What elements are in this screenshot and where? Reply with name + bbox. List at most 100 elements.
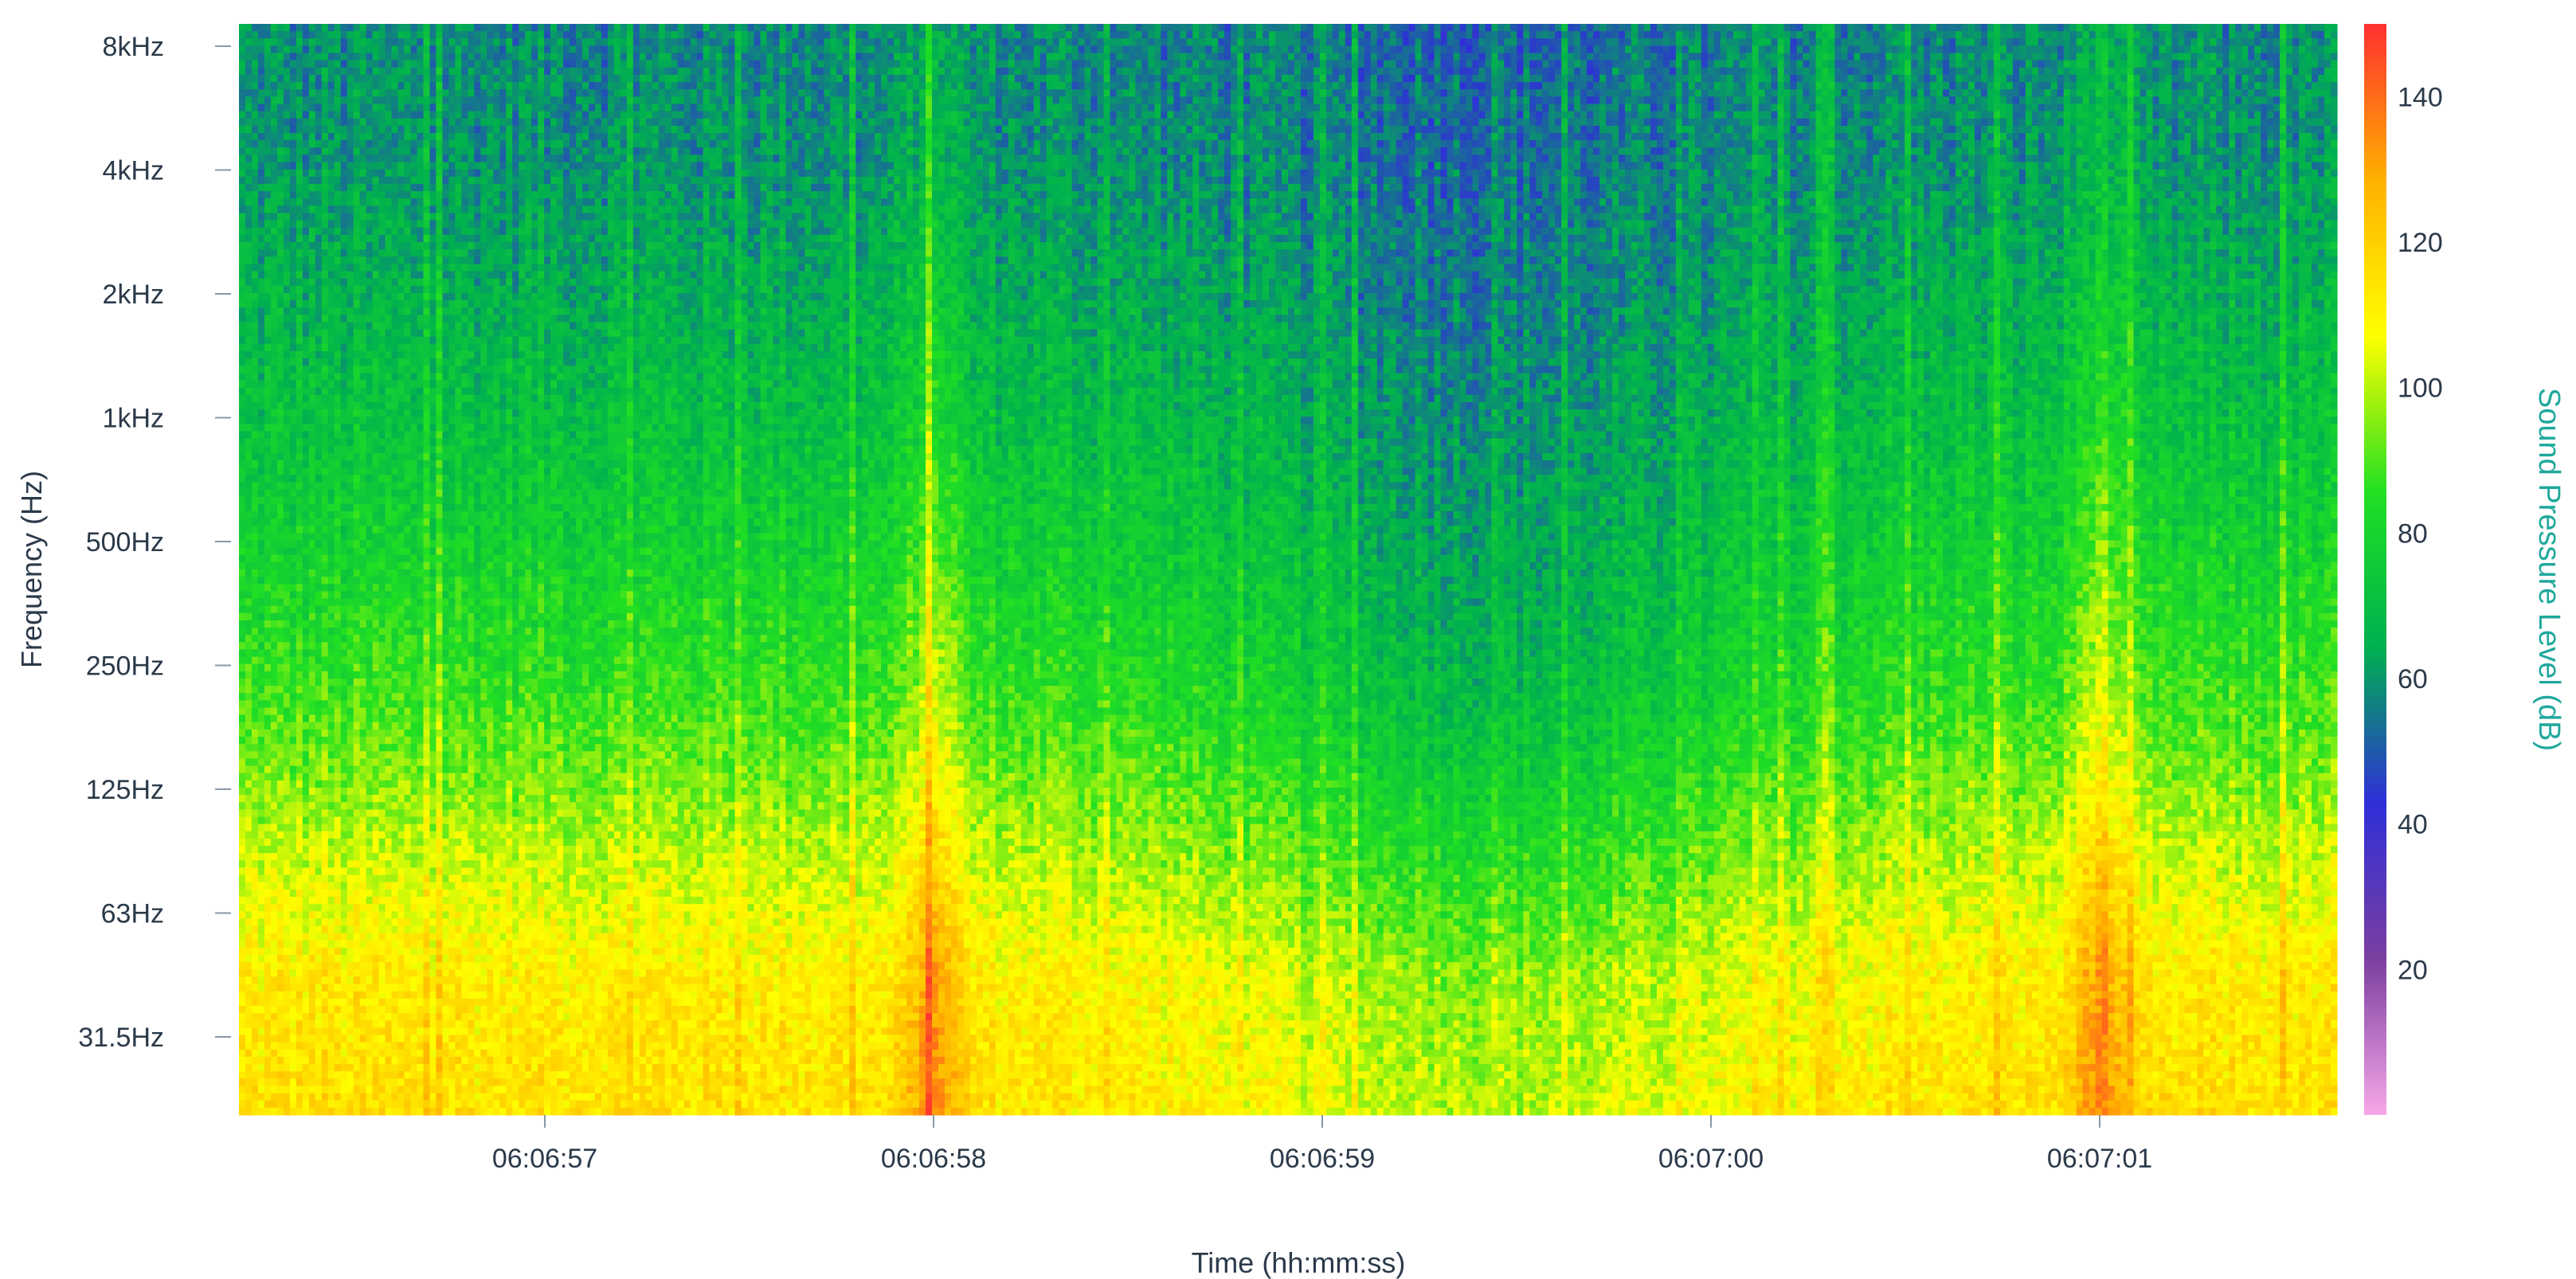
- heatmap-cell: [429, 198, 437, 206]
- heatmap-cell: [429, 628, 437, 636]
- heatmap-cell: [379, 875, 386, 883]
- heatmap-cell: [271, 162, 278, 170]
- heatmap-cell: [360, 628, 367, 636]
- heatmap-cell: [335, 599, 342, 607]
- heatmap-cell: [398, 351, 405, 359]
- heatmap-cell: [277, 984, 284, 992]
- heatmap-cell: [284, 439, 291, 447]
- heatmap-cell: [335, 61, 342, 68]
- heatmap-cell: [252, 366, 259, 374]
- heatmap-cell: [360, 533, 367, 541]
- heatmap-cell: [309, 170, 316, 178]
- heatmap-cell: [386, 162, 393, 170]
- heatmap-cell: [315, 700, 323, 708]
- heatmap-cell: [448, 344, 456, 352]
- heatmap-cell: [360, 89, 367, 97]
- heatmap-cell: [245, 104, 253, 111]
- heatmap-cell: [392, 1020, 399, 1028]
- heatmap-cell: [373, 31, 380, 39]
- heatmap-cell: [366, 1108, 374, 1116]
- heatmap-cell: [252, 140, 259, 148]
- heatmap-cell: [360, 1042, 367, 1050]
- heatmap-cell: [347, 439, 354, 447]
- heatmap-cell: [341, 439, 348, 447]
- heatmap-cell: [436, 45, 443, 53]
- heatmap-cell: [284, 620, 291, 628]
- heatmap-cell: [354, 417, 361, 424]
- heatmap-cell: [405, 351, 412, 359]
- heatmap-cell: [360, 402, 367, 410]
- heatmap-cell: [411, 133, 418, 141]
- heatmap-cell: [442, 497, 449, 505]
- heatmap-cell: [258, 649, 265, 657]
- heatmap-cell: [360, 737, 367, 745]
- heatmap-cell: [277, 955, 284, 963]
- heatmap-cell: [271, 890, 278, 898]
- heatmap-cell: [392, 584, 399, 592]
- heatmap-cell: [303, 1108, 310, 1116]
- heatmap-cell: [417, 976, 424, 984]
- heatmap-cell: [417, 140, 424, 148]
- heatmap-cell: [366, 409, 374, 417]
- heatmap-cell: [417, 460, 424, 468]
- heatmap-cell: [245, 228, 253, 236]
- heatmap-cell: [322, 460, 329, 468]
- heatmap-cell: [429, 708, 437, 716]
- heatmap-cell: [309, 1078, 316, 1086]
- heatmap-cell: [417, 177, 424, 185]
- heatmap-cell: [309, 780, 316, 788]
- heatmap-cell: [322, 490, 329, 498]
- heatmap-cell: [245, 599, 253, 607]
- heatmap-cell: [303, 911, 310, 919]
- heatmap-cell: [328, 264, 335, 272]
- heatmap-cell: [296, 154, 303, 162]
- heatmap-cell: [290, 511, 297, 519]
- heatmap-cell: [417, 606, 424, 614]
- heatmap-cell: [411, 918, 418, 926]
- heatmap-cell: [252, 715, 259, 723]
- heatmap-cell: [271, 599, 278, 607]
- heatmap-cell: [315, 555, 323, 563]
- heatmap-cell: [429, 1108, 437, 1116]
- heatmap-cell: [335, 548, 342, 556]
- heatmap-cell: [373, 700, 380, 708]
- heatmap-cell: [366, 526, 374, 534]
- heatmap-cell: [239, 897, 246, 905]
- heatmap-cell: [271, 976, 278, 984]
- heatmap-cell: [245, 358, 253, 366]
- heatmap-cell: [423, 351, 430, 359]
- heatmap-cell: [284, 846, 291, 854]
- heatmap-cell: [392, 126, 399, 134]
- heatmap-cell: [328, 911, 335, 919]
- heatmap-cell: [309, 68, 316, 76]
- heatmap-cell: [373, 198, 380, 206]
- heatmap-cell: [398, 221, 405, 229]
- heatmap-cell: [296, 45, 303, 53]
- heatmap-cell: [309, 1071, 316, 1079]
- heatmap-cell: [360, 221, 367, 229]
- heatmap-cell: [245, 446, 253, 454]
- heatmap-cell: [429, 264, 437, 272]
- heatmap-cell: [252, 1013, 259, 1021]
- heatmap-cell: [252, 504, 259, 512]
- heatmap-cell: [423, 61, 430, 68]
- heatmap-cell: [366, 788, 374, 796]
- heatmap-cell: [417, 766, 424, 774]
- heatmap-cell: [366, 664, 374, 672]
- heatmap-cell: [284, 31, 291, 39]
- heatmap-cell: [448, 272, 456, 280]
- heatmap-cell: [341, 584, 348, 592]
- heatmap-cell: [309, 802, 316, 810]
- heatmap-cell: [373, 969, 380, 977]
- heatmap-cell: [245, 635, 253, 643]
- heatmap-cell: [315, 948, 323, 956]
- heatmap-cell: [277, 344, 284, 352]
- heatmap-cell: [423, 417, 430, 424]
- heatmap-cell: [309, 751, 316, 759]
- heatmap-cell: [309, 184, 316, 192]
- heatmap-cell: [315, 337, 323, 345]
- heatmap-cell: [303, 38, 310, 46]
- heatmap-cell: [411, 802, 418, 810]
- heatmap-cell: [436, 446, 443, 454]
- heatmap-cell: [264, 657, 272, 665]
